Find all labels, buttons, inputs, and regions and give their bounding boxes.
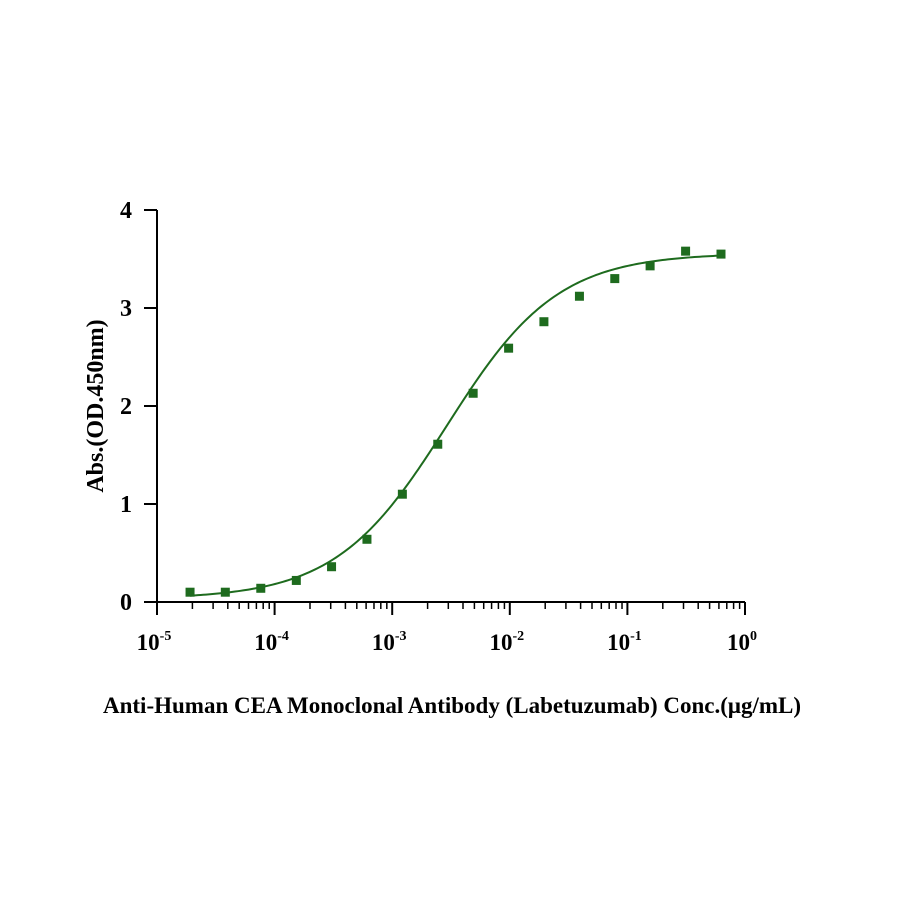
data-point [362, 534, 372, 544]
y-axis: 0 1 2 3 4 [120, 198, 158, 616]
data-point [539, 317, 549, 327]
data-point [716, 249, 726, 259]
data-point [433, 439, 443, 449]
data-point [256, 583, 266, 593]
x-axis-label: Anti-Human CEA Monoclonal Antibody (Labe… [103, 693, 801, 718]
y-axis-label: Abs.(OD.450nm) [83, 319, 109, 492]
data-point [645, 261, 655, 271]
y-tick-label: 0 [120, 590, 132, 616]
fit-curve [189, 254, 722, 597]
y-tick-label: 4 [120, 198, 132, 224]
data-point [327, 562, 337, 572]
data-point [291, 575, 301, 585]
x-tick-label: 10-4 [254, 629, 289, 655]
data-point [185, 587, 195, 597]
x-tick-label: 10-3 [372, 629, 407, 655]
x-tick-label: 10-5 [137, 629, 172, 655]
data-point [610, 274, 620, 284]
x-axis: 10-5 10-4 10-3 10-2 10-1 100 [137, 601, 757, 655]
data-points [185, 246, 726, 597]
y-tick-label: 3 [120, 296, 132, 322]
x-tick-label: 100 [727, 629, 757, 655]
data-point [681, 246, 691, 256]
data-point [468, 388, 478, 398]
data-point [397, 489, 407, 499]
data-point [574, 291, 584, 301]
data-point [504, 343, 514, 353]
y-tick-label: 1 [120, 492, 132, 518]
x-tick-label: 10-2 [489, 629, 524, 655]
data-point [220, 587, 230, 597]
x-tick-label: 10-1 [607, 629, 642, 655]
y-tick-label: 2 [120, 394, 132, 420]
